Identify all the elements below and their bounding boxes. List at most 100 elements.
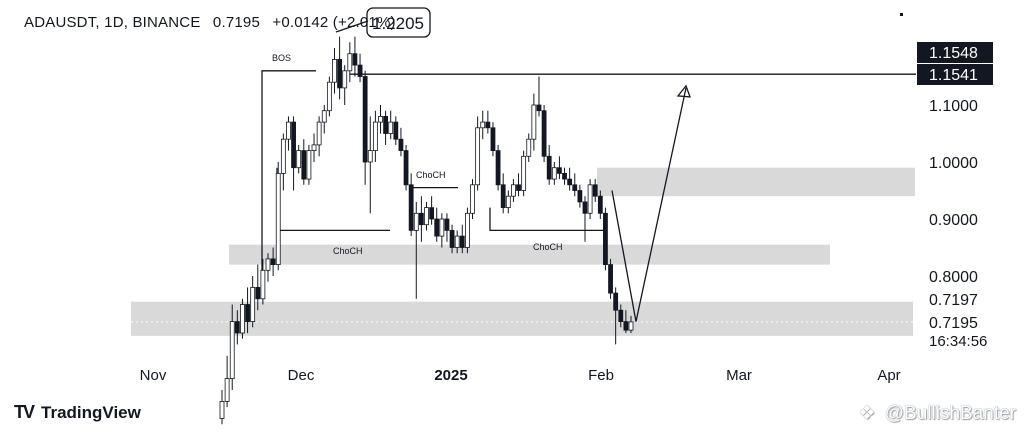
annotation-label: ChoCH: [333, 246, 363, 256]
candle-body: [321, 110, 327, 123]
candle-body: [511, 184, 516, 197]
price-label-bg: [917, 64, 993, 85]
candle-body: [613, 292, 619, 311]
candle-body: [418, 212, 424, 226]
candle-body: [582, 201, 588, 214]
candle-body: [229, 321, 235, 380]
x-tick-label: 2025: [434, 367, 467, 384]
candle: [582, 196, 588, 242]
x-tick-label: Apr: [877, 367, 900, 384]
candle-body: [367, 150, 373, 163]
candle-body: [464, 212, 470, 248]
annotation-label: ChoCH: [533, 242, 563, 252]
candle: [219, 390, 225, 425]
candle: [592, 179, 598, 202]
candle-body: [240, 304, 245, 334]
x-tick-label: Dec: [288, 367, 315, 384]
candle: [306, 144, 312, 185]
price-label-bg: [917, 42, 993, 63]
callout-label: 1.2205: [372, 14, 424, 33]
candle: [480, 110, 486, 140]
candle: [357, 53, 363, 83]
candle: [250, 276, 256, 328]
zone-1: [229, 244, 830, 265]
candle-body: [470, 184, 475, 214]
candle-body: [597, 195, 603, 214]
candle: [362, 70, 368, 185]
candle: [628, 315, 634, 333]
candle-body: [398, 138, 404, 151]
candle: [337, 36, 342, 100]
candle-body: [372, 121, 378, 151]
candle-body: [475, 127, 481, 186]
price-change: +0.0142 (+2.01%): [272, 14, 396, 31]
candle: [597, 190, 603, 219]
candle-body: [424, 207, 429, 226]
candle: [439, 213, 445, 248]
tradingview-logo-icon: TV: [14, 402, 35, 422]
last-price: 0.7195: [212, 14, 261, 31]
candle: [367, 116, 373, 214]
candle-body: [480, 121, 486, 129]
candle: [296, 144, 302, 174]
projection-arrow-icon: [676, 84, 691, 98]
candle-body: [551, 167, 557, 180]
candle: [429, 196, 435, 225]
candle: [291, 116, 296, 191]
candle: [475, 116, 481, 191]
candle-body: [362, 76, 368, 163]
candle: [275, 162, 281, 271]
candle-body: [347, 53, 353, 72]
callout-box: [366, 7, 431, 38]
candle: [546, 144, 552, 185]
candle: [526, 133, 532, 162]
candle-body: [255, 286, 261, 300]
candle-body: [342, 70, 348, 89]
candle: [234, 310, 240, 345]
candle: [270, 247, 276, 276]
candle: [408, 173, 414, 237]
candle-body: [536, 104, 542, 112]
brand-name: TradingView: [41, 402, 141, 422]
candle: [572, 173, 578, 197]
candle: [490, 122, 496, 157]
candle-body: [608, 264, 613, 294]
candle: [536, 76, 542, 117]
candle: [352, 36, 358, 77]
candle-body: [572, 184, 578, 191]
candle-body: [403, 150, 409, 186]
candle-body: [587, 184, 593, 214]
candle-body: [301, 150, 307, 180]
candle-body: [490, 127, 496, 152]
candle-body: [352, 53, 358, 66]
candle: [347, 42, 353, 83]
candle-body: [516, 184, 521, 191]
symbol-label[interactable]: ADAUSDT, 1D, BINANCE: [24, 14, 201, 31]
candle-body: [495, 150, 501, 186]
candle: [316, 116, 322, 157]
candle-body: [245, 304, 250, 323]
candle: [224, 355, 230, 408]
candle-body: [357, 64, 363, 77]
candle: [470, 179, 475, 219]
candle-body: [577, 190, 583, 203]
candle-body: [623, 321, 629, 331]
bos-line: [261, 70, 316, 299]
candle-body: [286, 121, 291, 140]
candle-body: [618, 309, 624, 323]
candle: [413, 201, 419, 299]
tradingview-logo[interactable]: TV TradingView: [14, 402, 141, 423]
candle: [541, 105, 547, 162]
candle: [511, 179, 516, 202]
candle-body: [234, 321, 240, 334]
candle-body: [270, 258, 276, 265]
candle-body: [316, 121, 322, 146]
candle: [434, 207, 440, 242]
symbol-header: ADAUSDT, 1D, BINANCE 0.7195 +0.0142 (+2.…: [24, 14, 404, 31]
candle: [495, 144, 501, 191]
candle: [311, 133, 317, 162]
candle: [326, 76, 332, 117]
candle: [383, 110, 389, 145]
watermark: ❖ @BullishBanter: [858, 402, 1016, 425]
